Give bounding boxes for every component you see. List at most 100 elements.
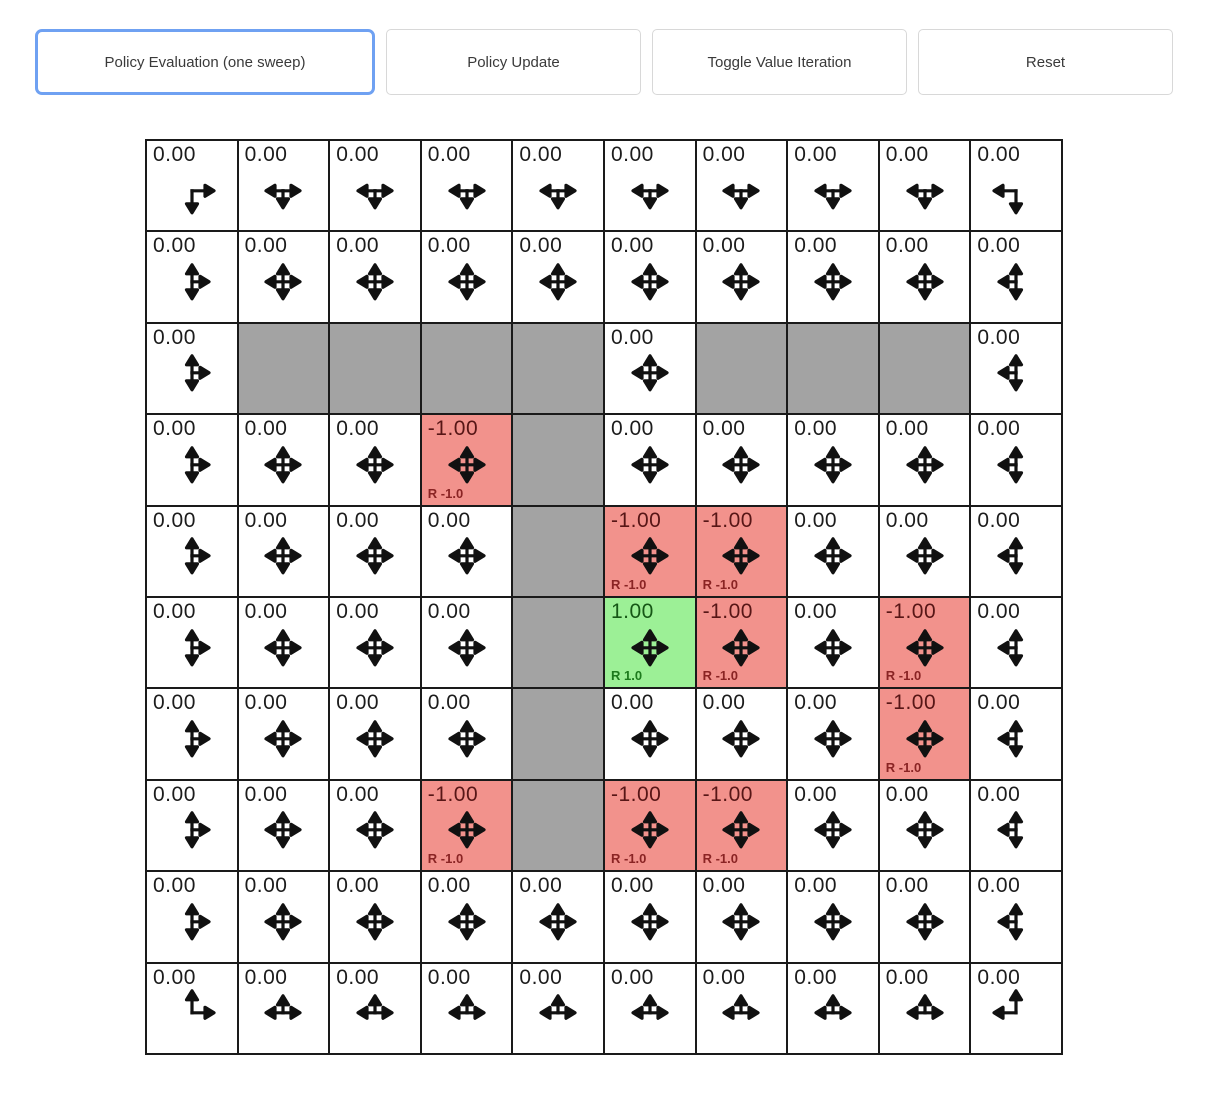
grid-cell-r3-c4[interactable] <box>512 414 604 506</box>
grid-cell-r3-c2[interactable]: 0.00 <box>329 414 421 506</box>
grid-cell-r6-c6[interactable]: 0.00 <box>695 688 788 780</box>
grid-cell-r8-c4[interactable]: 0.00 <box>512 871 604 963</box>
grid-cell-r7-c8[interactable]: 0.00 <box>878 779 971 872</box>
grid-cell-r8-c7[interactable]: 0.00 <box>787 871 879 963</box>
grid-cell-r1-c2[interactable]: 0.00 <box>329 231 421 323</box>
grid-cell-r9-c2[interactable]: 0.00 <box>329 962 421 1054</box>
grid-cell-r4-c4[interactable] <box>512 505 604 597</box>
grid-cell-r3-c0[interactable]: 0.00 <box>146 414 238 506</box>
grid-cell-r7-c2[interactable]: 0.00 <box>329 779 421 872</box>
grid-cell-r7-c4[interactable] <box>512 779 604 872</box>
grid-cell-r1-c4[interactable]: 0.00 <box>512 231 604 323</box>
grid-cell-r5-c4[interactable] <box>512 596 604 689</box>
grid-cell-r4-c1[interactable]: 0.00 <box>237 505 330 597</box>
grid-cell-r8-c2[interactable]: 0.00 <box>329 871 421 963</box>
grid-cell-r0-c6[interactable]: 0.00 <box>695 140 788 232</box>
grid-cell-r9-c1[interactable]: 0.00 <box>237 962 330 1054</box>
grid-cell-r3-c1[interactable]: 0.00 <box>237 414 330 506</box>
grid-cell-r5-c5[interactable]: 1.00 R 1.0 <box>603 596 696 689</box>
grid-cell-r5-c6[interactable]: -1.00 R -1.0 <box>695 596 788 689</box>
grid-cell-r3-c6[interactable]: 0.00 <box>695 414 788 506</box>
grid-cell-r5-c2[interactable]: 0.00 <box>329 596 421 689</box>
grid-cell-r1-c1[interactable]: 0.00 <box>237 231 330 323</box>
grid-cell-r3-c5[interactable]: 0.00 <box>603 414 696 506</box>
grid-cell-r6-c7[interactable]: 0.00 <box>787 688 879 780</box>
grid-cell-r8-c3[interactable]: 0.00 <box>420 871 513 963</box>
grid-cell-r0-c9[interactable]: 0.00 <box>970 140 1062 232</box>
grid-cell-r2-c9[interactable]: 0.00 <box>970 322 1062 415</box>
grid-cell-r2-c6[interactable] <box>695 322 788 415</box>
grid-cell-r0-c1[interactable]: 0.00 <box>237 140 330 232</box>
grid-cell-r9-c5[interactable]: 0.00 <box>603 962 696 1054</box>
grid-cell-r6-c9[interactable]: 0.00 <box>970 688 1062 780</box>
grid-cell-r7-c3[interactable]: -1.00 R -1.0 <box>420 779 513 872</box>
grid-cell-r4-c5[interactable]: -1.00 R -1.0 <box>603 505 696 597</box>
grid-cell-r6-c8[interactable]: -1.00 R -1.0 <box>878 688 971 780</box>
grid-cell-r8-c6[interactable]: 0.00 <box>695 871 788 963</box>
toggle-value-iteration-button[interactable]: Toggle Value Iteration <box>651 29 907 95</box>
grid-cell-r9-c3[interactable]: 0.00 <box>420 962 513 1054</box>
grid-cell-r2-c3[interactable] <box>420 322 513 415</box>
grid-cell-r2-c7[interactable] <box>787 322 879 415</box>
grid-cell-r7-c9[interactable]: 0.00 <box>970 779 1062 872</box>
grid-cell-r0-c8[interactable]: 0.00 <box>878 140 971 232</box>
grid-cell-r9-c7[interactable]: 0.00 <box>787 962 879 1054</box>
grid-cell-r2-c0[interactable]: 0.00 <box>146 322 238 415</box>
grid-cell-r4-c3[interactable]: 0.00 <box>420 505 513 597</box>
grid-cell-r7-c0[interactable]: 0.00 <box>146 779 238 872</box>
grid-cell-r2-c2[interactable] <box>329 322 421 415</box>
grid-cell-r2-c5[interactable]: 0.00 <box>603 322 696 415</box>
grid-cell-r7-c5[interactable]: -1.00 R -1.0 <box>603 779 696 872</box>
grid-cell-r4-c0[interactable]: 0.00 <box>146 505 238 597</box>
grid-cell-r3-c8[interactable]: 0.00 <box>878 414 971 506</box>
grid-cell-r0-c3[interactable]: 0.00 <box>420 140 513 232</box>
grid-cell-r1-c5[interactable]: 0.00 <box>603 231 696 323</box>
grid-cell-r4-c7[interactable]: 0.00 <box>787 505 879 597</box>
grid-cell-r8-c9[interactable]: 0.00 <box>970 871 1062 963</box>
grid-cell-r4-c6[interactable]: -1.00 R -1.0 <box>695 505 788 597</box>
grid-cell-r2-c1[interactable] <box>237 322 330 415</box>
grid-cell-r8-c0[interactable]: 0.00 <box>146 871 238 963</box>
grid-cell-r0-c0[interactable]: 0.00 <box>146 140 238 232</box>
grid-cell-r5-c0[interactable]: 0.00 <box>146 596 238 689</box>
grid-cell-r0-c7[interactable]: 0.00 <box>787 140 879 232</box>
grid-cell-r3-c3[interactable]: -1.00 R -1.0 <box>420 414 513 506</box>
grid-cell-r7-c1[interactable]: 0.00 <box>237 779 330 872</box>
grid-cell-r4-c9[interactable]: 0.00 <box>970 505 1062 597</box>
grid-cell-r4-c8[interactable]: 0.00 <box>878 505 971 597</box>
grid-cell-r9-c4[interactable]: 0.00 <box>512 962 604 1054</box>
grid-cell-r5-c8[interactable]: -1.00 R -1.0 <box>878 596 971 689</box>
grid-cell-r6-c4[interactable] <box>512 688 604 780</box>
grid-cell-r7-c7[interactable]: 0.00 <box>787 779 879 872</box>
grid-cell-r1-c6[interactable]: 0.00 <box>695 231 788 323</box>
grid-cell-r2-c8[interactable] <box>878 322 971 415</box>
grid-cell-r6-c3[interactable]: 0.00 <box>420 688 513 780</box>
grid-cell-r0-c2[interactable]: 0.00 <box>329 140 421 232</box>
grid-cell-r5-c9[interactable]: 0.00 <box>970 596 1062 689</box>
grid-cell-r7-c6[interactable]: -1.00 R -1.0 <box>695 779 788 872</box>
grid-cell-r9-c6[interactable]: 0.00 <box>695 962 788 1054</box>
grid-cell-r6-c0[interactable]: 0.00 <box>146 688 238 780</box>
grid-cell-r9-c0[interactable]: 0.00 <box>146 962 238 1054</box>
grid-cell-r8-c1[interactable]: 0.00 <box>237 871 330 963</box>
policy-update-button[interactable]: Policy Update <box>385 29 641 95</box>
grid-cell-r0-c5[interactable]: 0.00 <box>603 140 696 232</box>
grid-cell-r9-c9[interactable]: 0.00 <box>970 962 1062 1054</box>
grid-cell-r5-c7[interactable]: 0.00 <box>787 596 879 689</box>
grid-cell-r6-c2[interactable]: 0.00 <box>329 688 421 780</box>
grid-cell-r4-c2[interactable]: 0.00 <box>329 505 421 597</box>
grid-cell-r3-c7[interactable]: 0.00 <box>787 414 879 506</box>
grid-cell-r6-c5[interactable]: 0.00 <box>603 688 696 780</box>
grid-cell-r5-c1[interactable]: 0.00 <box>237 596 330 689</box>
grid-cell-r3-c9[interactable]: 0.00 <box>970 414 1062 506</box>
grid-cell-r5-c3[interactable]: 0.00 <box>420 596 513 689</box>
grid-cell-r1-c3[interactable]: 0.00 <box>420 231 513 323</box>
grid-cell-r1-c9[interactable]: 0.00 <box>970 231 1062 323</box>
grid-cell-r1-c8[interactable]: 0.00 <box>878 231 971 323</box>
grid-cell-r2-c4[interactable] <box>512 322 604 415</box>
grid-cell-r1-c7[interactable]: 0.00 <box>787 231 879 323</box>
grid-cell-r8-c5[interactable]: 0.00 <box>603 871 696 963</box>
grid-cell-r6-c1[interactable]: 0.00 <box>237 688 330 780</box>
policy-evaluation-button[interactable]: Policy Evaluation (one sweep) <box>35 29 375 95</box>
grid-cell-r0-c4[interactable]: 0.00 <box>512 140 604 232</box>
